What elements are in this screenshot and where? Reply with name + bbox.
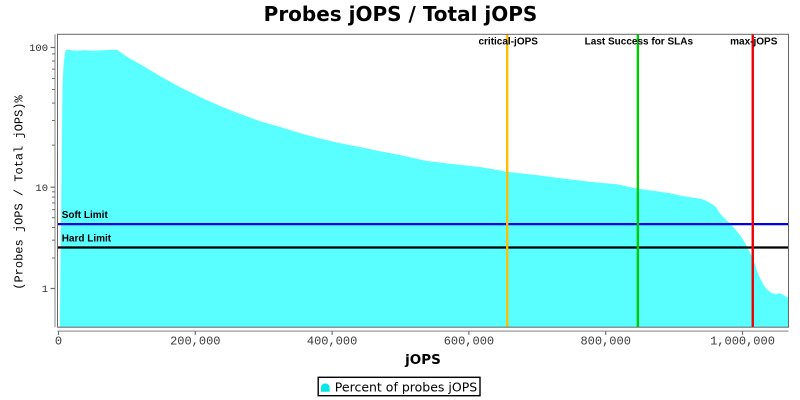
legend-series-label: Percent of probes jOPS [335,380,477,395]
x-axis: 0 200,000 400,000 600,000 800,000 1,000,000 [55,330,789,349]
chart-title: Probes jOPS / Total jOPS [264,2,538,26]
max-jops-label: max-jOPS [730,37,778,48]
x-axis-title: jOPS [404,352,441,368]
x-tick-label: 400,000 [307,335,357,349]
legend-area-marker-icon [321,383,330,392]
legend-box [317,376,481,397]
x-tick-label: 0 [55,335,62,349]
probes-jops-area-series [59,49,789,328]
hard-limit-label: Hard Limit [62,233,112,244]
x-tick-label: 200,000 [170,335,220,349]
legend: Percent of probes jOPS [317,376,481,397]
y-tick-label: 10 [35,183,48,195]
y-axis: 100 10 1 [29,34,56,328]
y-tick-label: 1 [42,284,48,296]
x-tick-label: 600,000 [444,335,494,349]
last-success-for-slas-label: Last Success for SLAs [585,37,694,48]
x-tick-label: 800,000 [580,335,630,349]
soft-limit-label: Soft Limit [62,210,109,221]
y-axis-title: (Probes jOPS / Total jOPS)% [13,94,27,289]
x-tick-label: 1,000,000 [710,335,775,349]
plot-area: Soft Limit Hard Limit critical-jOPS Last S… [57,33,789,328]
y-tick-label: 100 [29,43,48,55]
plot-border [57,33,789,328]
critical-jops-label: critical-jOPS [478,37,538,48]
